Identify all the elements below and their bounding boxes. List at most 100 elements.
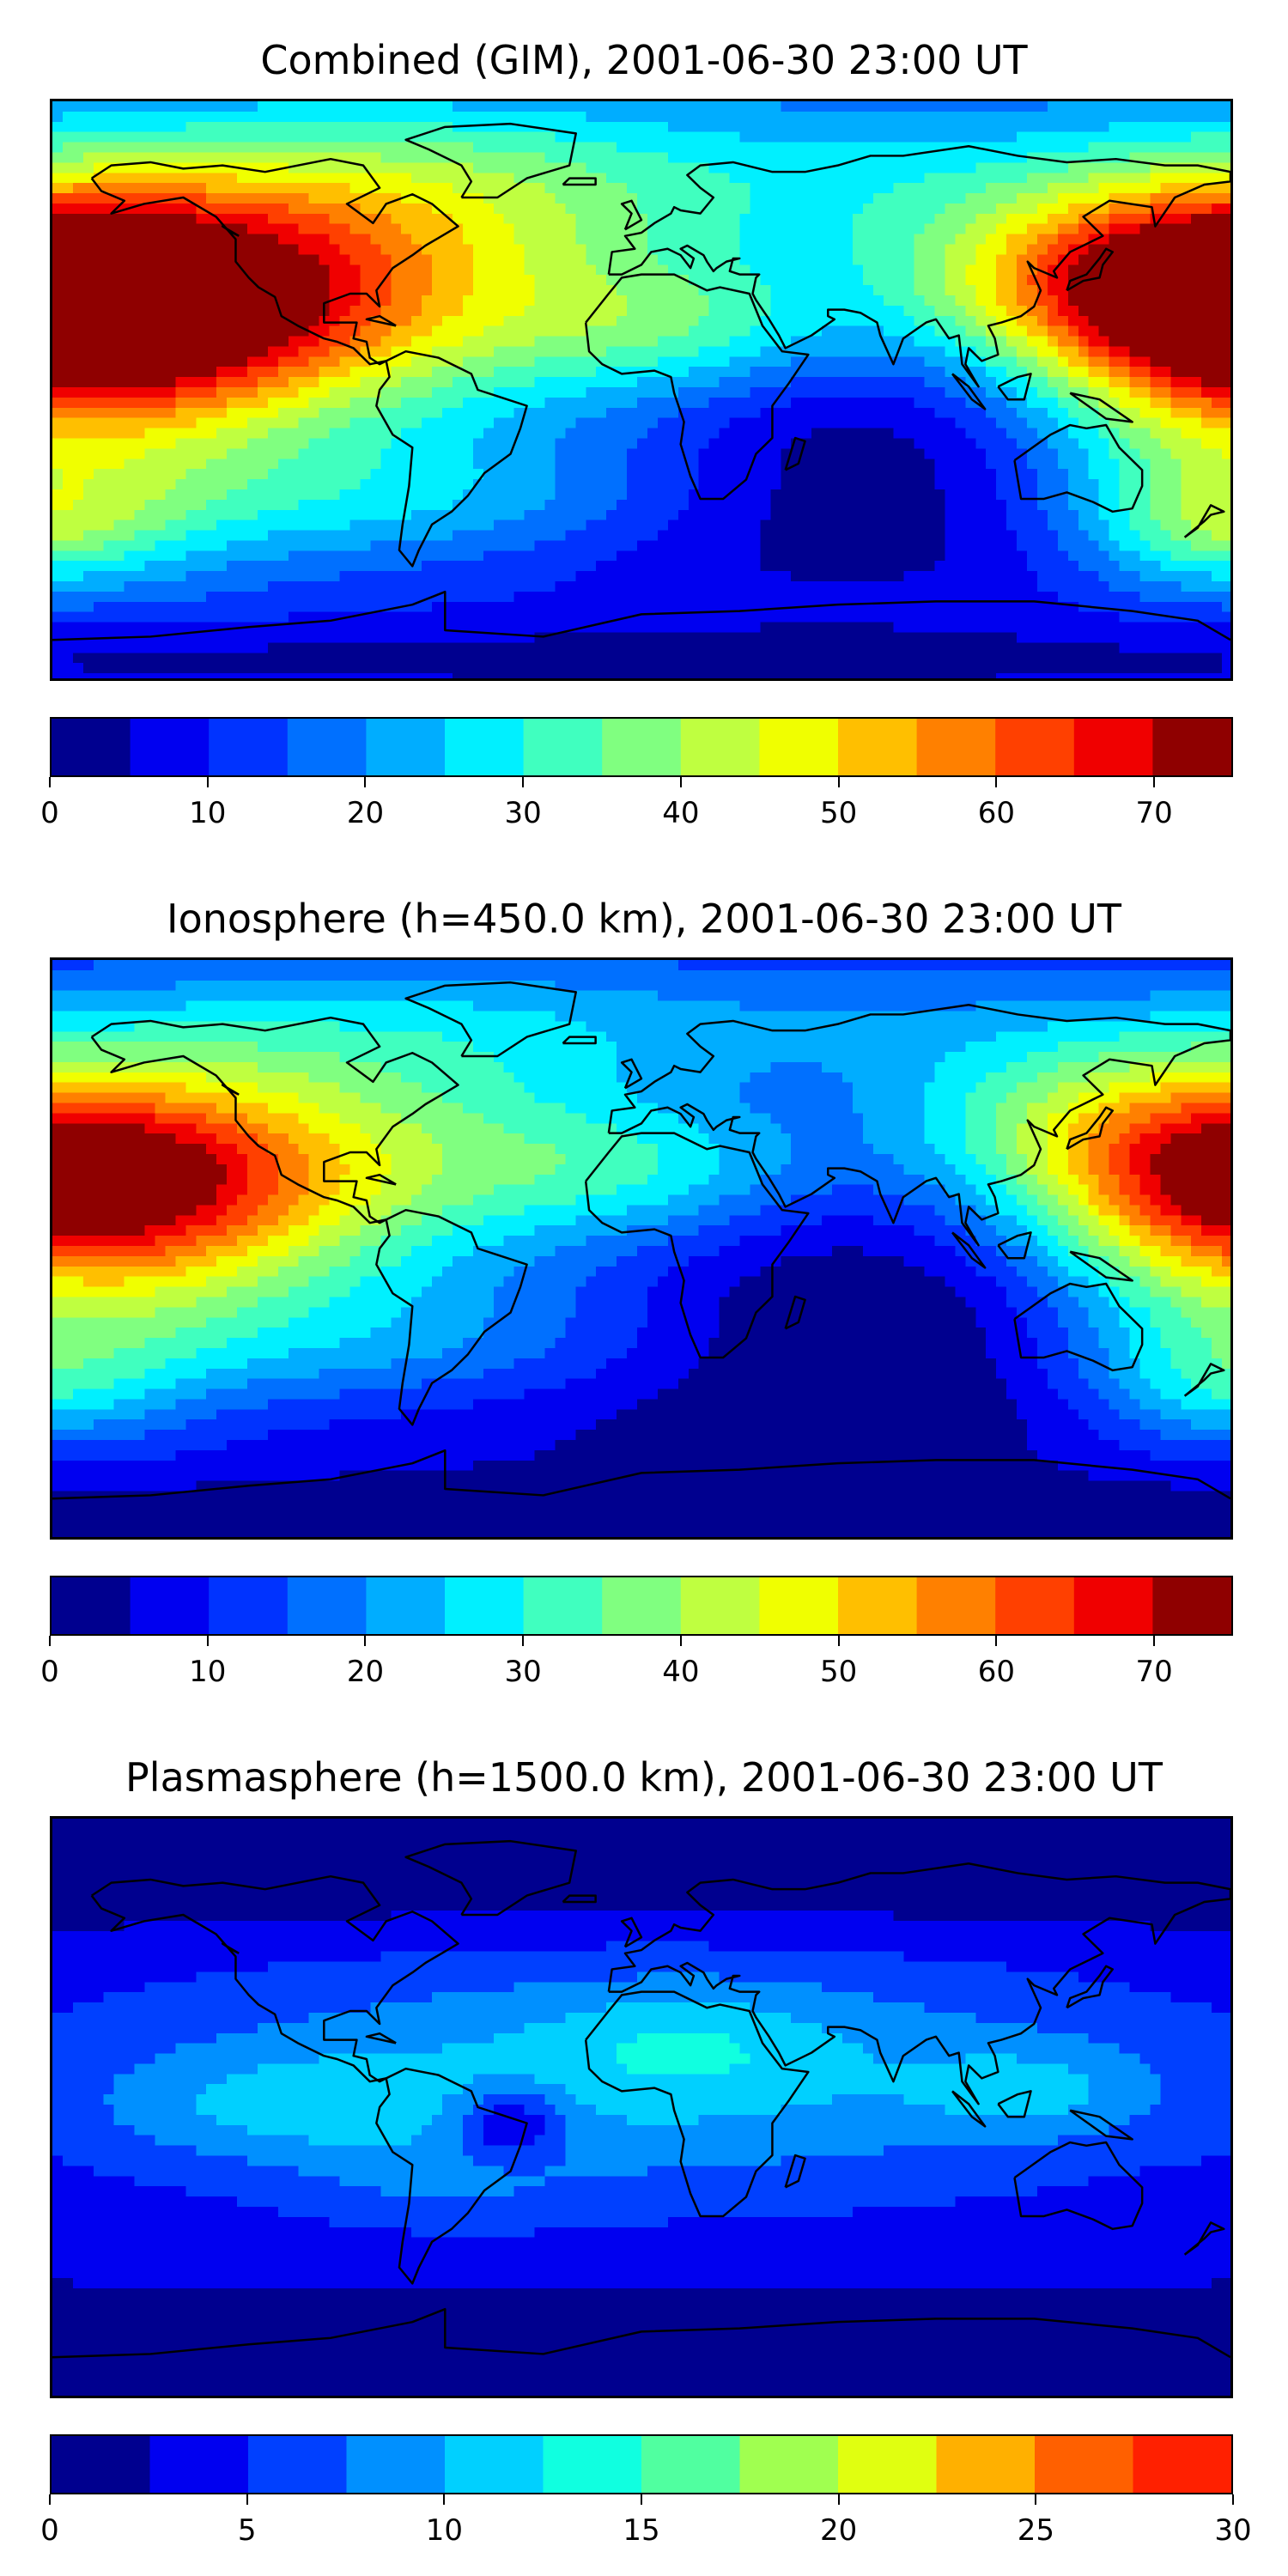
contour-cell <box>647 121 659 133</box>
contour-cell <box>1139 173 1151 184</box>
contour-cell <box>698 356 710 368</box>
contour-cell <box>144 223 155 235</box>
contour-cell <box>349 530 361 541</box>
contour-cell <box>1150 509 1161 521</box>
contour-cell <box>667 121 679 133</box>
contour-cell <box>411 509 422 521</box>
contour-cell <box>380 111 392 123</box>
contour-cell <box>637 387 648 398</box>
contour-cell <box>832 223 843 235</box>
contour-cell <box>986 448 997 459</box>
contour-cell <box>1067 519 1079 532</box>
contour-cell <box>360 305 371 317</box>
contour-cell <box>113 173 125 184</box>
contour-cell <box>452 509 464 521</box>
contour-cell <box>432 438 443 449</box>
contour-cell <box>113 254 125 265</box>
contour-cell <box>955 285 966 296</box>
contour-cell <box>503 234 515 246</box>
contour-cell <box>72 407 84 419</box>
contour-cell <box>1170 285 1182 296</box>
contour-cell <box>442 417 453 429</box>
contour-cell <box>1006 325 1018 337</box>
contour-cell <box>637 275 648 286</box>
contour-cell <box>247 101 258 112</box>
contour-cell <box>811 315 823 327</box>
contour-cell <box>596 377 607 388</box>
contour-cell <box>924 142 936 153</box>
contour-cell <box>1078 459 1090 470</box>
contour-cell <box>934 275 945 286</box>
contour-cell <box>483 448 495 459</box>
contour-cell <box>349 499 361 511</box>
contour-cell <box>811 377 823 388</box>
contour-cell <box>513 213 526 225</box>
contour-cell <box>677 285 690 296</box>
contour-cell <box>277 244 289 255</box>
contour-cell <box>1181 305 1192 317</box>
contour-cell <box>493 254 505 265</box>
contour-cell <box>155 213 166 225</box>
contour-cell <box>360 254 371 265</box>
contour-cell <box>422 397 433 409</box>
contour-cell <box>113 111 125 123</box>
contour-cell <box>319 509 331 521</box>
contour-cell <box>452 173 464 184</box>
contour-cell <box>852 173 864 184</box>
contour-cell <box>267 223 279 235</box>
contour-cell <box>1181 519 1192 532</box>
contour-cell <box>134 254 146 265</box>
contour-cell <box>52 173 64 184</box>
contour-cell <box>1170 101 1182 112</box>
contour-cell <box>432 377 443 388</box>
contour-cell <box>914 244 926 255</box>
contour-cell <box>883 213 895 225</box>
contour-cell <box>822 244 833 255</box>
contour-cell <box>1212 234 1223 246</box>
contour-cell <box>647 356 659 368</box>
contour-cell <box>72 142 84 153</box>
contour-cell <box>708 183 720 194</box>
contour-cell <box>965 111 976 123</box>
contour-cell <box>144 448 155 459</box>
contour-cell <box>657 162 669 173</box>
contour-cell <box>319 417 331 429</box>
contour-cell <box>391 162 402 173</box>
contour-cell <box>903 203 915 215</box>
contour-cell <box>1036 315 1048 327</box>
contour-cell <box>267 254 279 265</box>
contour-cell <box>606 203 617 215</box>
contour-cell <box>1201 213 1212 225</box>
contour-cell <box>1222 275 1230 286</box>
contour-cell <box>565 479 576 490</box>
contour-cell <box>513 111 526 123</box>
contour-cell <box>862 264 874 276</box>
contour-cell <box>401 121 412 133</box>
contour-cell <box>862 479 874 490</box>
contour-cell <box>1181 397 1192 409</box>
contour-cell <box>729 530 740 541</box>
contour-cell <box>391 356 402 368</box>
contour-cell <box>155 152 166 163</box>
contour-cell <box>113 519 125 532</box>
contour-cell <box>1088 336 1100 347</box>
contour-cell <box>185 438 197 449</box>
contour-cell <box>872 387 884 398</box>
contour-cell <box>617 162 628 173</box>
contour-cell <box>770 285 781 296</box>
contour-cell <box>760 417 771 429</box>
contour-cell <box>483 367 495 378</box>
contour-cell <box>1212 285 1223 296</box>
contour-cell <box>914 489 926 501</box>
contour-cell <box>288 489 300 501</box>
contour-cell <box>822 111 833 123</box>
contour-cell <box>750 142 761 153</box>
contour-cell <box>965 193 976 204</box>
contour-cell <box>1222 142 1230 153</box>
contour-cell <box>934 295 945 307</box>
contour-cell <box>996 530 1007 541</box>
contour-cell <box>339 530 350 541</box>
contour-cell <box>1222 346 1230 357</box>
contour-cell <box>472 519 484 532</box>
contour-cell <box>637 519 648 532</box>
